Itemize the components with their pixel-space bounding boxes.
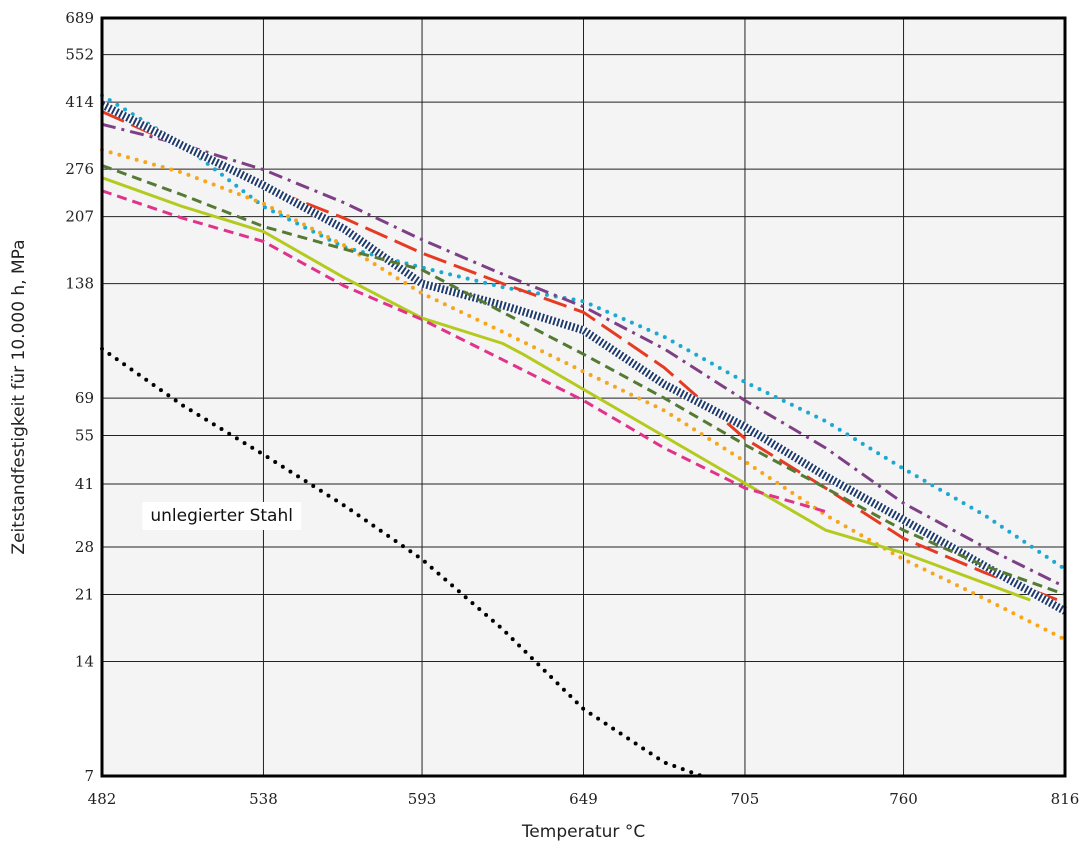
x-axis-title: Temperatur °C	[521, 822, 645, 842]
y-tick-label: 21	[75, 586, 94, 604]
series-path	[100, 100, 1067, 615]
series-layer	[100, 93, 1067, 778]
series-line	[100, 100, 1067, 615]
plot-frame	[100, 16, 1067, 778]
series-line	[101, 122, 1066, 589]
series-path	[100, 147, 1067, 642]
y-tick-label: 55	[75, 427, 94, 445]
series-line	[100, 147, 1067, 642]
series-line	[101, 176, 1031, 602]
series-path	[100, 93, 1067, 572]
x-tick-label: 482	[88, 790, 117, 808]
series-line	[101, 189, 827, 514]
annotation-layer: unlegierter Stahl	[142, 501, 301, 530]
x-tick-label: 538	[249, 790, 278, 808]
annotation-background	[142, 501, 301, 530]
series-line	[100, 93, 1067, 572]
y-tick-label: 14	[75, 653, 94, 671]
annotation-label: unlegierter Stahl	[150, 506, 293, 526]
y-tick-label: 69	[75, 389, 94, 407]
x-tick-label: 705	[731, 790, 760, 808]
y-tick-label: 28	[75, 538, 94, 556]
y-axis-title: Zeitstandfestigkeit für 10.000 h, MPa	[9, 239, 29, 554]
y-tick-label: 414	[65, 93, 94, 111]
series-line	[101, 164, 1066, 596]
y-tick-label: 7	[84, 767, 94, 785]
tick-labels: 482 538 593 649 705 760 816 7 14 21 28 41 55 69 138 207…	[65, 9, 1079, 808]
series-path	[101, 122, 1066, 589]
y-tick-label: 41	[75, 475, 94, 493]
x-tick-label: 649	[569, 790, 598, 808]
y-tick-label: 207	[65, 208, 94, 226]
y-tick-label: 138	[65, 275, 94, 293]
y-tick-label: 276	[65, 160, 94, 178]
x-tick-label: 593	[408, 790, 437, 808]
grid	[102, 18, 1065, 776]
series-path	[101, 164, 1066, 596]
y-tick-label: 689	[65, 9, 94, 27]
x-tick-label: 816	[1051, 790, 1080, 808]
y-tick-label: 552	[65, 46, 94, 64]
x-tick-label: 760	[889, 790, 918, 808]
series-path	[101, 176, 1031, 602]
series-path	[101, 189, 827, 514]
